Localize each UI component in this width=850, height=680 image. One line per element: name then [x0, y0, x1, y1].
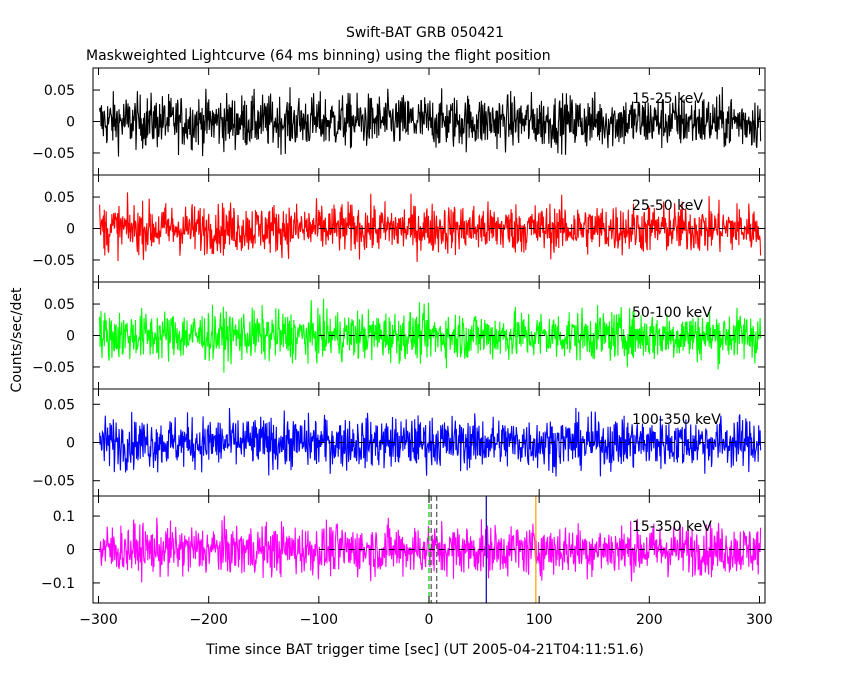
panel-25-50-kev: 25-50 keV 0.05 0 −0.05: [32, 174, 766, 283]
y-tick-label: 0: [66, 222, 75, 238]
y-tick-label: 0: [66, 543, 75, 559]
series-line: [99, 515, 762, 583]
panel-15-350-kev: 15-350 keV 0.1 0 −0.1: [41, 495, 766, 604]
band-label: 15-25 keV: [632, 91, 703, 107]
y-axis-label: Counts/sec/det: [9, 287, 25, 392]
band-label: 25-50 keV: [632, 198, 703, 214]
y-tick-label: 0: [66, 115, 75, 131]
x-tick-label: 100: [526, 612, 553, 628]
x-tick-label: 300: [746, 612, 773, 628]
figure-title: Swift-BAT GRB 050421: [346, 25, 504, 41]
panel-100-350-kev: 100-350 keV 0.05 0 −0.05: [32, 388, 766, 497]
y-tick-label: −0.05: [32, 474, 75, 490]
y-tick-label: 0.05: [44, 190, 75, 206]
band-label: 15-350 keV: [632, 519, 712, 535]
y-tick-label: 0: [66, 436, 75, 452]
panel-50-100-kev: 50-100 keV 0.05 0 −0.05: [32, 281, 766, 390]
series-line: [99, 298, 762, 373]
y-tick-label: 0: [66, 329, 75, 345]
y-tick-label: 0.1: [53, 509, 75, 525]
x-tick-label: −300: [79, 612, 117, 628]
y-tick-label: 0.05: [44, 297, 75, 313]
y-tick-label: −0.05: [32, 360, 75, 376]
band-label: 50-100 keV: [632, 305, 712, 321]
x-axis-label: Time since BAT trigger time [sec] (UT 20…: [205, 642, 644, 658]
x-axis: −300 −200 −100 0 100 200 300: [79, 612, 773, 628]
y-tick-label: 0.05: [44, 83, 75, 99]
x-tick-label: −200: [189, 612, 227, 628]
figure-subtitle: Maskweighted Lightcurve (64 ms binning) …: [86, 48, 551, 64]
y-tick-label: 0.05: [44, 397, 75, 413]
x-tick-label: 200: [636, 612, 663, 628]
series-line: [99, 407, 762, 477]
panel-15-25-kev: 15-25 keV 0.05 0 −0.05: [32, 67, 766, 176]
y-tick-label: −0.05: [32, 253, 75, 269]
x-tick-label: 0: [425, 612, 434, 628]
y-tick-label: −0.05: [32, 146, 75, 162]
series-line: [99, 86, 762, 157]
y-tick-label: −0.1: [41, 576, 75, 592]
band-label: 100-350 keV: [632, 412, 721, 428]
x-tick-label: −100: [300, 612, 338, 628]
